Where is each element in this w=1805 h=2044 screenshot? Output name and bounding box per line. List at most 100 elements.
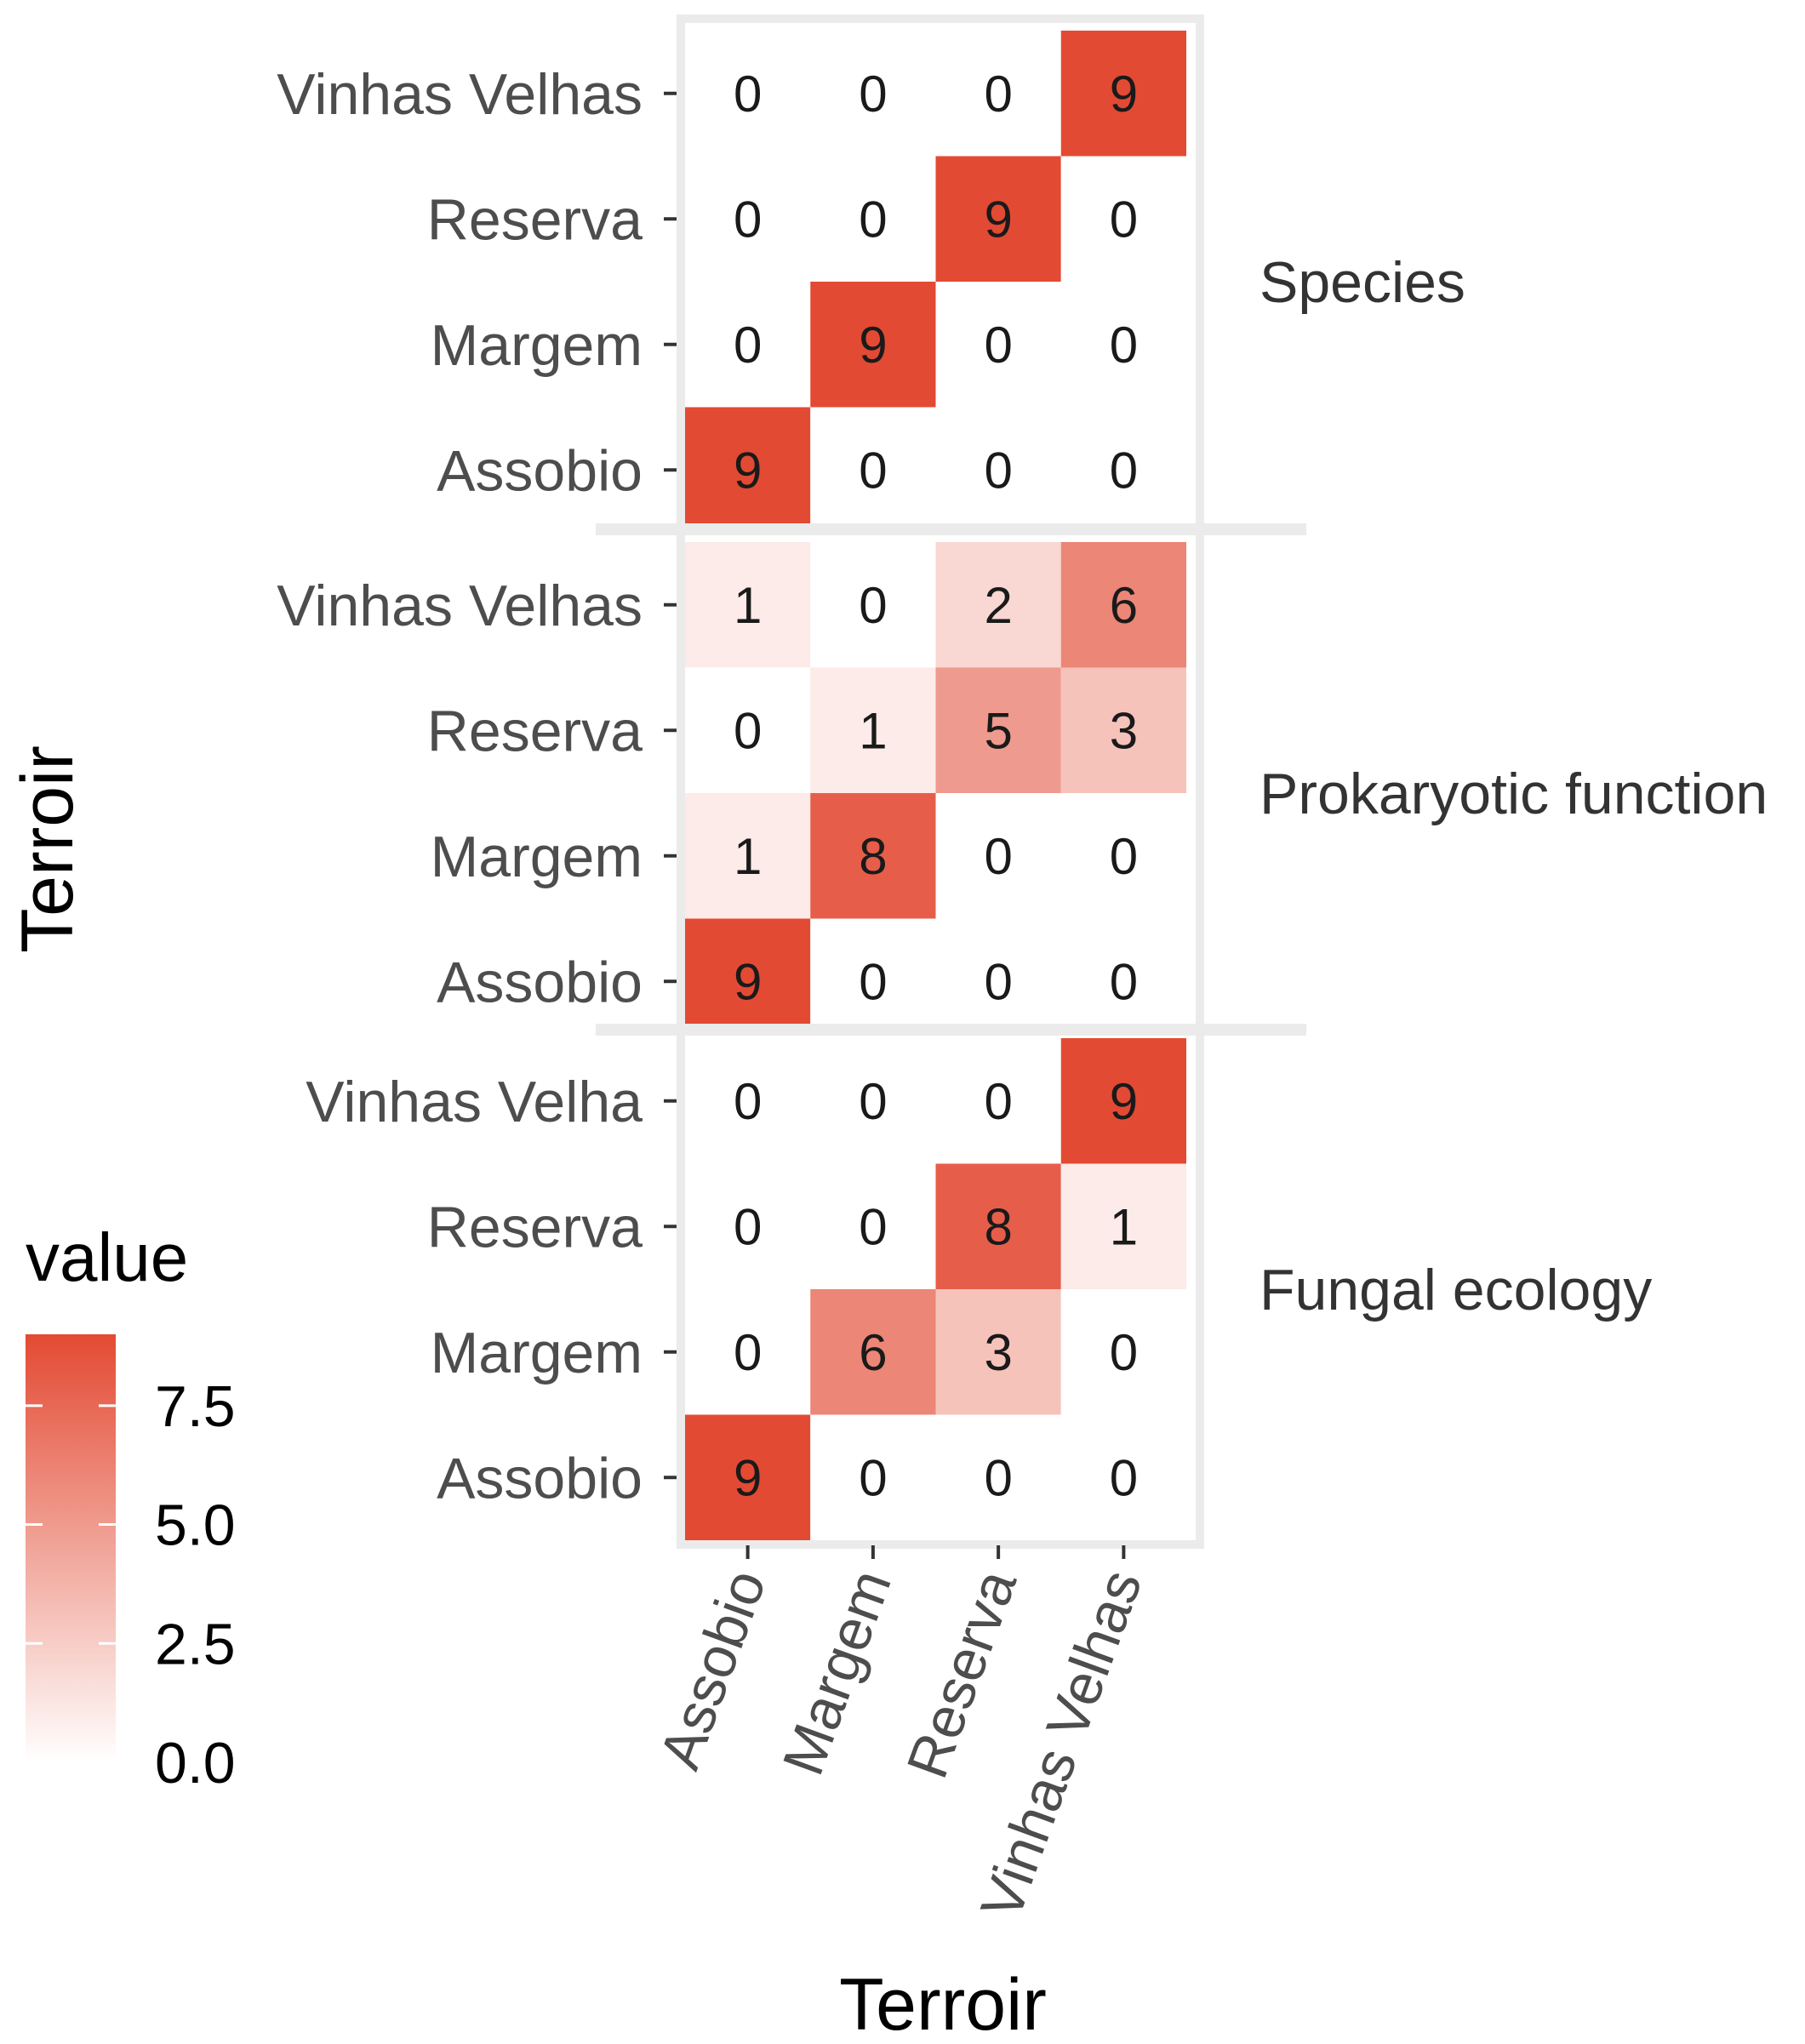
x-axis-title: Terroir [839, 1964, 1047, 2044]
cell-value-label: 0 [984, 442, 1012, 499]
cell-value-label: 0 [734, 1073, 762, 1130]
heatmap-cell [935, 1414, 1061, 1540]
heatmap-cell [810, 1163, 936, 1289]
legend-colorbar [26, 1334, 116, 1762]
heatmap-cell [935, 667, 1061, 793]
cell-value-label: 0 [734, 191, 762, 248]
heatmap-cell [1060, 31, 1186, 157]
cell-value-label: 6 [859, 1324, 887, 1381]
cell-value-label: 9 [734, 1449, 762, 1506]
cell-value-label: 8 [984, 1198, 1012, 1255]
y-tick-label: Reserva [427, 1195, 643, 1259]
cell-value-label: 9 [1110, 66, 1138, 123]
cell-value-label: 6 [1110, 577, 1138, 634]
heatmap-cell [935, 31, 1061, 157]
cell-value-label: 0 [859, 1073, 887, 1130]
y-tick-label: Margem [431, 825, 643, 889]
heatmap-cell [935, 1038, 1061, 1164]
cell-value-label: 9 [859, 317, 887, 374]
heatmap-cell [810, 407, 936, 533]
cell-value-label: 1 [734, 577, 762, 634]
cell-value-label: 0 [859, 953, 887, 1010]
legend: value 0.0 2.5 5.0 7.5 [26, 1219, 236, 1796]
heatmap-cell [685, 667, 811, 793]
heatmap-cell [935, 156, 1061, 282]
heatmap-cell [685, 918, 811, 1044]
heatmap-cell [935, 1289, 1061, 1415]
heatmap-cell [685, 793, 811, 919]
cell-value-label: 0 [859, 191, 887, 248]
y-axis-title: Terroir [7, 745, 89, 953]
heatmap-cell [685, 31, 811, 157]
cell-value-label: 0 [984, 828, 1012, 885]
heatmap-cell [935, 1163, 1061, 1289]
heatmap-cell [810, 918, 936, 1044]
legend-tick-label: 0.0 [155, 1731, 236, 1796]
cell-value-label: 0 [1110, 191, 1138, 248]
cell-value-label: 0 [734, 1198, 762, 1255]
y-tick-label: Assobio [437, 1446, 643, 1510]
cell-value-label: 0 [984, 1449, 1012, 1506]
heatmap-cell [685, 1038, 811, 1164]
cell-value-label: 0 [984, 317, 1012, 374]
facet-label: Species [1260, 250, 1465, 315]
heatmap-cell [810, 1289, 936, 1415]
cell-value-label: 1 [734, 828, 762, 885]
legend-tick-label: 5.0 [155, 1493, 236, 1558]
heatmap-cell [1060, 542, 1186, 668]
heatmap-cell [810, 1414, 936, 1540]
heatmap-cell [810, 667, 936, 793]
cell-value-label: 0 [1110, 317, 1138, 374]
heatmap-cell [1060, 1414, 1186, 1540]
y-tick-label: Margem [431, 313, 643, 378]
heatmap-cell [1060, 918, 1186, 1044]
facet-label: Fungal ecology [1260, 1258, 1652, 1322]
cell-value-label: 0 [859, 1449, 887, 1506]
cell-value-label: 0 [859, 577, 887, 634]
cell-value-label: 0 [859, 66, 887, 123]
facet-panel: 1 0 2 6 0 1 5 3 1 8 0 0 9 0 0 0 Vinhas Velhas Reserva Marg… [277, 525, 1768, 1044]
heatmap-cell [1060, 1163, 1186, 1289]
legend-tick-label: 2.5 [155, 1612, 236, 1676]
cell-value-label: 9 [984, 191, 1012, 248]
heatmap-cell [685, 407, 811, 533]
y-tick-label: Vinhas Velhas [277, 62, 643, 127]
heatmap-cell [810, 156, 936, 282]
heatmap-cell [1060, 156, 1186, 282]
cell-value-label: 0 [734, 1324, 762, 1381]
cell-value-label: 0 [1110, 1449, 1138, 1506]
heatmap-cell [935, 793, 1061, 919]
heatmap-cell [685, 156, 811, 282]
cell-value-label: 0 [984, 66, 1012, 123]
heatmap-cell [685, 282, 811, 408]
cell-value-label: 0 [734, 702, 762, 759]
cell-value-label: 9 [734, 953, 762, 1010]
cell-value-label: 3 [984, 1324, 1012, 1381]
cell-value-label: 9 [1110, 1073, 1138, 1130]
heatmap-cell [935, 407, 1061, 533]
cell-value-label: 0 [859, 442, 887, 499]
heatmap-cell [1060, 282, 1186, 408]
y-tick-label: Vinhas Velha [306, 1070, 643, 1134]
cell-value-label: 0 [1110, 828, 1138, 885]
x-tick-label: Reserva [894, 1562, 1029, 1786]
cell-value-label: 1 [1110, 1198, 1138, 1255]
facet-panel: 0 0 0 9 0 0 8 1 0 6 3 0 9 0 0 0 Vinhas Velha Reserva Marge… [306, 1025, 1652, 1549]
y-tick-label: Assobio [437, 438, 643, 503]
cell-value-label: 0 [734, 317, 762, 374]
y-tick-label: Vinhas Velhas [277, 574, 643, 638]
heatmap-cell [810, 542, 936, 668]
cell-value-label: 0 [859, 1198, 887, 1255]
cell-value-label: 0 [984, 953, 1012, 1010]
heatmap-cell [935, 918, 1061, 1044]
heatmap-cell [810, 282, 936, 408]
heatmap-cell [1060, 793, 1186, 919]
cell-value-label: 0 [1110, 1324, 1138, 1381]
cell-value-label: 3 [1110, 702, 1138, 759]
heatmap-cell [810, 1038, 936, 1164]
cell-value-label: 8 [859, 828, 887, 885]
heatmap-cell [1060, 1038, 1186, 1164]
cell-value-label: 0 [734, 66, 762, 123]
cell-value-label: 0 [1110, 442, 1138, 499]
heatmap-cell [935, 542, 1061, 668]
